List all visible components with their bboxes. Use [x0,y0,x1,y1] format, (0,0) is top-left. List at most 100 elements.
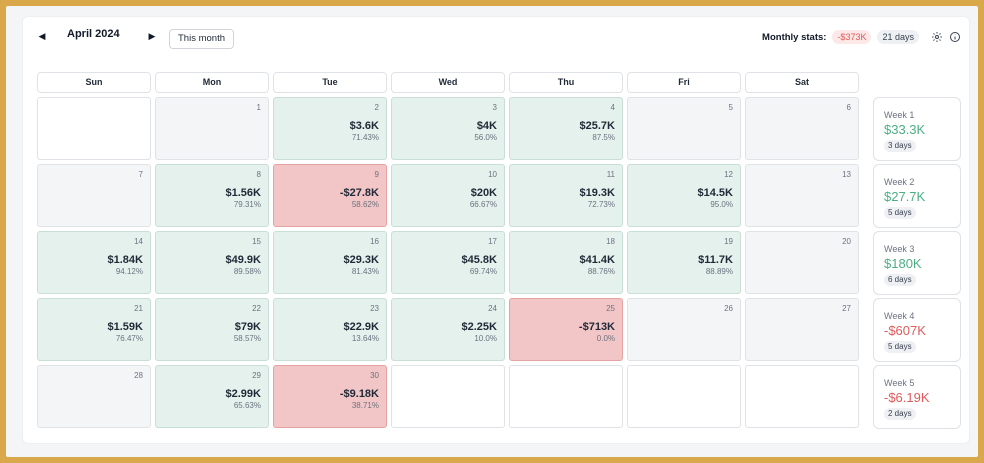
day-cell-29[interactable]: 29 $2.99K 65.63% [155,365,269,428]
day-cell-8[interactable]: 8 $1.56K 79.31% [155,164,269,227]
day-pnl: $19.3K [579,187,615,199]
day-pnl: $1.56K [225,187,261,199]
day-cell-13[interactable]: 13 [745,164,859,227]
week-pnl: -$607K [884,323,926,338]
day-cell-11[interactable]: 11 $19.3K 72.73% [509,164,623,227]
day-pnl: $1.59K [107,321,143,333]
empty-day-cell [509,365,623,428]
day-number: 22 [252,304,261,313]
day-number: 26 [724,304,733,313]
day-win-rate: 95.0% [710,200,733,209]
day-pnl: $11.7K [698,254,733,266]
day-pnl: $2.25K [461,321,497,333]
day-win-rate: 81.43% [351,267,379,276]
day-number: 16 [370,237,379,246]
day-cell-3[interactable]: 3 $4K 56.0% [391,97,505,160]
week-pnl: $33.3K [884,122,926,137]
day-cell-12[interactable]: 12 $14.5K 95.0% [627,164,741,227]
week-label: Week 2 [884,177,915,187]
day-number: 15 [252,237,261,246]
empty-day-cell [391,365,505,428]
week-label: Week 4 [884,311,915,321]
day-win-rate: 69.74% [469,267,497,276]
weekday-header-fri: Fri [627,72,741,93]
day-number: 9 [374,170,379,179]
this-month-button[interactable]: This month [169,29,234,49]
day-cell-18[interactable]: 18 $41.4K 88.76% [509,231,623,294]
gear-icon[interactable] [931,31,943,43]
day-number: 10 [488,170,497,179]
day-cell-9[interactable]: 9 -$27.8K 58.62% [273,164,387,227]
day-number: 12 [724,170,733,179]
monthly-stats: Monthly stats: -$373K 21 days [762,29,961,45]
day-cell-7[interactable]: 7 [37,164,151,227]
day-number: 27 [842,304,851,313]
week-summary-5[interactable]: Week 5 -$6.19K 2 days [873,365,961,429]
day-cell-20[interactable]: 20 [745,231,859,294]
day-number: 18 [606,237,615,246]
info-icon[interactable] [949,31,961,43]
day-cell-22[interactable]: 22 $79K 58.57% [155,298,269,361]
day-cell-4[interactable]: 4 $25.7K 87.5% [509,97,623,160]
day-win-rate: 72.73% [587,200,615,209]
caret-left-icon[interactable]: ◀ [38,31,46,41]
day-cell-28[interactable]: 28 [37,365,151,428]
day-win-rate: 65.63% [233,401,261,410]
empty-day-cell [745,365,859,428]
week-summary-4[interactable]: Week 4 -$607K 5 days [873,298,961,362]
week-summary-3[interactable]: Week 3 $180K 6 days [873,231,961,295]
day-cell-19[interactable]: 19 $11.7K 88.89% [627,231,741,294]
day-cell-26[interactable]: 26 [627,298,741,361]
day-number: 25 [606,304,615,313]
caret-right-icon[interactable]: ▶ [148,31,156,41]
day-number: 6 [846,103,851,112]
day-win-rate: 71.43% [351,133,379,142]
day-cell-17[interactable]: 17 $45.8K 69.74% [391,231,505,294]
day-cell-2[interactable]: 2 $3.6K 71.43% [273,97,387,160]
week-days-badge: 2 days [884,408,916,420]
day-number: 28 [134,371,143,380]
week-pnl: $27.7K [884,189,926,204]
day-cell-27[interactable]: 27 [745,298,859,361]
day-number: 14 [134,237,143,246]
day-cell-30[interactable]: 30 -$9.18K 38.71% [273,365,387,428]
week-days-badge: 5 days [884,207,916,219]
week-label: Week 5 [884,378,915,388]
week-pnl: -$6.19K [884,390,930,405]
day-cell-15[interactable]: 15 $49.9K 89.58% [155,231,269,294]
day-cell-24[interactable]: 24 $2.25K 10.0% [391,298,505,361]
day-cell-14[interactable]: 14 $1.84K 94.12% [37,231,151,294]
day-pnl: $22.9K [343,321,379,333]
day-win-rate: 88.76% [587,267,615,276]
week-summary-2[interactable]: Week 2 $27.7K 5 days [873,164,961,228]
day-number: 23 [370,304,379,313]
day-cell-21[interactable]: 21 $1.59K 76.47% [37,298,151,361]
day-cell-23[interactable]: 23 $22.9K 13.64% [273,298,387,361]
day-cell-1[interactable]: 1 [155,97,269,160]
day-cell-6[interactable]: 6 [745,97,859,160]
day-pnl: $25.7K [579,120,615,132]
day-number: 11 [606,170,615,179]
day-pnl: $3.6K [349,120,379,132]
day-cell-25[interactable]: 25 -$713K 0.0% [509,298,623,361]
week-days-badge: 5 days [884,341,916,353]
pnl-calendar-card: ◀ April 2024 ▶ This month Monthly stats:… [22,16,970,444]
day-pnl: $79K [234,321,261,333]
day-cell-5[interactable]: 5 [627,97,741,160]
day-win-rate: 10.0% [474,334,497,343]
day-pnl: $20K [470,187,497,199]
week-summary-1[interactable]: Week 1 $33.3K 3 days [873,97,961,161]
week-pnl: $180K [884,256,922,271]
day-win-rate: 76.47% [115,334,143,343]
day-pnl: -$27.8K [339,187,379,199]
day-number: 8 [256,170,261,179]
day-cell-16[interactable]: 16 $29.3K 81.43% [273,231,387,294]
day-cell-10[interactable]: 10 $20K 66.67% [391,164,505,227]
day-number: 7 [138,170,143,179]
month-title: April 2024 [67,28,120,40]
day-win-rate: 89.58% [233,267,261,276]
day-win-rate: 58.62% [351,200,379,209]
day-pnl: -$9.18K [339,388,379,400]
day-pnl: $1.84K [107,254,143,266]
day-number: 5 [728,103,733,112]
